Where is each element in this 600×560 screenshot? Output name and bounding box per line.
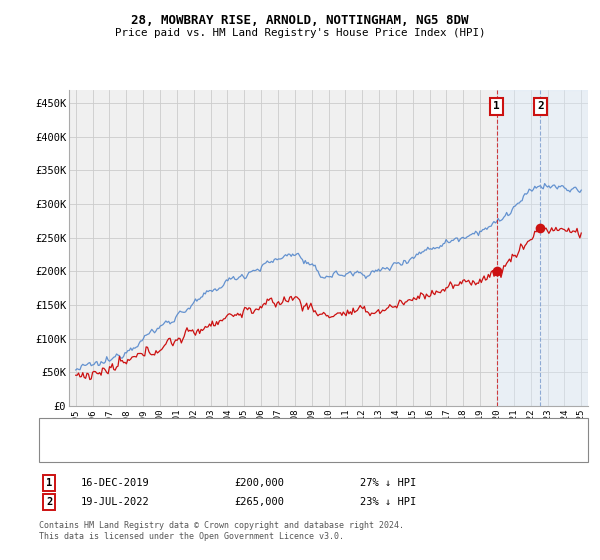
Text: Price paid vs. HM Land Registry's House Price Index (HPI): Price paid vs. HM Land Registry's House … — [115, 28, 485, 38]
Text: 16-DEC-2019: 16-DEC-2019 — [81, 478, 150, 488]
Text: 2: 2 — [537, 101, 544, 111]
Bar — [497, 90, 588, 406]
Text: 23% ↓ HPI: 23% ↓ HPI — [360, 497, 416, 507]
Text: 28, MOWBRAY RISE, ARNOLD, NOTTINGHAM, NG5 8DW: 28, MOWBRAY RISE, ARNOLD, NOTTINGHAM, NG… — [131, 14, 469, 27]
Text: HPI: Average price, detached house, Gedling: HPI: Average price, detached house, Gedl… — [88, 446, 341, 456]
Text: 27% ↓ HPI: 27% ↓ HPI — [360, 478, 416, 488]
Text: 2: 2 — [46, 497, 52, 507]
Text: 1: 1 — [493, 101, 500, 111]
Text: £200,000: £200,000 — [234, 478, 284, 488]
Text: £265,000: £265,000 — [234, 497, 284, 507]
Text: 28, MOWBRAY RISE, ARNOLD, NOTTINGHAM, NG5 8DW (detached house): 28, MOWBRAY RISE, ARNOLD, NOTTINGHAM, NG… — [88, 425, 452, 435]
Text: 1: 1 — [46, 478, 52, 488]
Text: Contains HM Land Registry data © Crown copyright and database right 2024.
This d: Contains HM Land Registry data © Crown c… — [39, 521, 404, 540]
Text: 19-JUL-2022: 19-JUL-2022 — [81, 497, 150, 507]
